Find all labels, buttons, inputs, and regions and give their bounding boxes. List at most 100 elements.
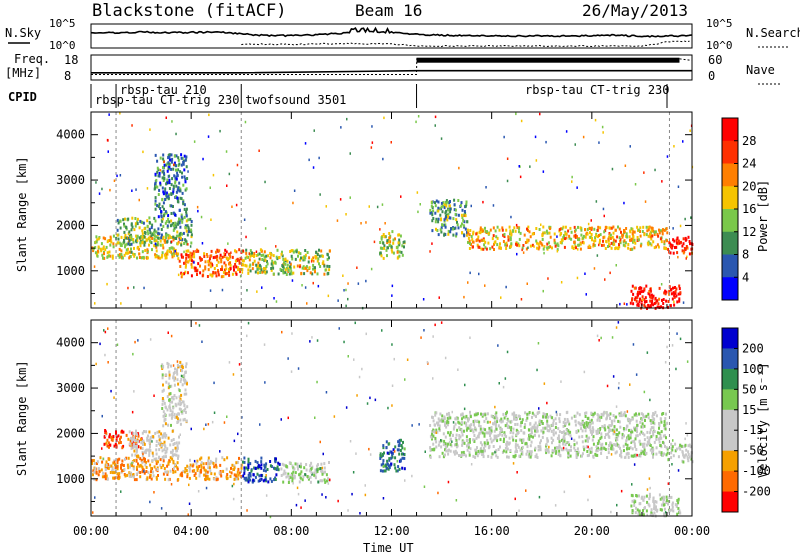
scatter-cell — [551, 246, 553, 250]
scatter-cell — [257, 463, 260, 467]
scatter-cell — [510, 233, 513, 237]
scatter-cell — [497, 344, 499, 347]
scatter-cell — [440, 218, 443, 222]
scatter-cell — [587, 439, 589, 443]
scatter-cell — [290, 270, 293, 274]
scatter-cell — [204, 473, 207, 477]
scatter-cell — [133, 442, 136, 446]
scatter-cell — [666, 239, 668, 243]
scatter-cell — [191, 469, 194, 473]
scatter-cell — [236, 257, 239, 261]
scatter-cell — [176, 467, 179, 471]
scatter-cell — [138, 226, 141, 230]
scatter-cell — [172, 466, 175, 470]
scatter-cell — [632, 343, 635, 346]
scatter-cell — [596, 235, 599, 239]
scatter-cell — [663, 495, 665, 499]
scatter-cell — [181, 191, 184, 195]
scatter-cell — [147, 459, 150, 463]
scatter-cell — [446, 412, 448, 416]
scatter-cell — [587, 425, 590, 429]
scatter-cell — [476, 243, 479, 247]
scatter-cell — [657, 302, 660, 306]
scatter-cell — [455, 232, 458, 236]
colorbar-tick-label: -15 — [742, 423, 764, 437]
scatter-cell — [146, 224, 149, 228]
scatter-cell — [613, 428, 616, 431]
scatter-cell — [440, 201, 443, 205]
scatter-cell — [292, 466, 295, 470]
scatter-cell — [161, 389, 164, 393]
scatter-cell — [180, 377, 183, 381]
scatter-cell — [398, 467, 401, 471]
scatter-cell — [682, 251, 685, 255]
scatter-cell — [440, 321, 443, 324]
scatter-cell — [194, 472, 197, 476]
scatter-cell — [161, 407, 164, 410]
scatter-cell — [175, 396, 178, 400]
scatter-cell — [615, 436, 618, 440]
scatter-cell — [557, 434, 560, 438]
scatter-cell — [214, 271, 217, 275]
scatter-cell — [138, 236, 141, 240]
scatter-cell — [128, 230, 131, 234]
scatter-cell — [653, 233, 656, 236]
scatter-cell — [219, 253, 222, 257]
scatter-cell — [279, 267, 282, 271]
scatter-cell — [293, 265, 296, 269]
scatter-cell — [291, 249, 294, 253]
colorbar-tick-label: 24 — [742, 157, 756, 171]
scatter-cell — [200, 465, 203, 469]
scatter-cell — [676, 237, 679, 241]
scatter-cell — [158, 232, 161, 236]
scatter-cell — [503, 135, 505, 139]
scatter-cell — [185, 155, 188, 159]
scatter-cell — [249, 474, 252, 478]
scatter-cell — [559, 227, 562, 231]
scatter-cell — [463, 421, 466, 425]
scatter-cell — [536, 424, 539, 428]
scatter-cell — [631, 284, 634, 288]
scatter-cell — [273, 297, 275, 300]
scatter-cell — [103, 252, 105, 256]
scatter-cell — [154, 207, 157, 211]
scatter-cell — [243, 471, 246, 475]
scatter-cell — [659, 508, 662, 512]
scatter-cell — [675, 245, 678, 249]
scatter-cell — [638, 509, 641, 513]
scatter-cell — [685, 245, 688, 248]
scatter-cell — [593, 411, 596, 415]
scatter-cell — [327, 482, 330, 485]
scatter-cell — [281, 254, 284, 258]
scatter-cell — [530, 450, 533, 454]
scatter-cell — [536, 246, 539, 250]
scatter-cell — [454, 226, 457, 230]
scatter-cell — [159, 436, 162, 440]
scatter-cell — [185, 419, 188, 423]
scatter-cell — [179, 218, 182, 222]
scatter-cell — [429, 211, 432, 215]
scatter-cell — [92, 249, 95, 253]
scatter-cell — [266, 260, 268, 263]
scatter-cell — [630, 428, 633, 432]
scatter-cell — [437, 421, 440, 425]
scatter-cell — [525, 489, 527, 492]
scatter-cell — [238, 456, 240, 460]
scatter-cell — [170, 364, 172, 368]
scatter-cell — [464, 204, 467, 208]
scatter-cell — [254, 467, 257, 470]
scatter-cell — [128, 256, 131, 260]
scatter-cell — [446, 416, 449, 420]
scatter-cell — [490, 440, 493, 444]
scatter-cell — [624, 241, 627, 245]
scatter-cell — [149, 443, 151, 447]
scatter-cell — [547, 241, 550, 245]
scatter-cell — [347, 509, 349, 512]
scatter-cell — [655, 505, 657, 509]
scatter-cell — [554, 431, 557, 435]
scatter-cell — [161, 217, 164, 221]
scatter-cell — [645, 509, 648, 513]
scatter-cell — [592, 430, 595, 434]
scatter-cell — [646, 351, 649, 354]
scatter-cell — [531, 425, 534, 429]
